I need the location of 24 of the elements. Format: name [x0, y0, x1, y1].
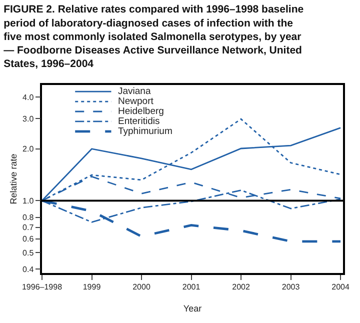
legend-label: Heidelberg	[118, 106, 164, 117]
legend-label: Typhimurium	[118, 126, 172, 137]
y-axis-title: Relative rate	[8, 154, 18, 204]
x-tick-label: 2000	[132, 282, 151, 292]
y-tick-label: 3.0	[22, 114, 34, 124]
y-tick-label: 0.5	[22, 248, 34, 258]
legend-label: Newport	[118, 96, 154, 107]
y-tick-label: 4.0	[22, 92, 34, 102]
x-axis-title: Year	[183, 304, 202, 314]
x-tick-label: 2002	[232, 282, 250, 292]
x-tick-label: 2003	[282, 282, 300, 292]
legend-label: Enteritidis	[118, 116, 160, 127]
y-tick-label: 0.8	[22, 213, 34, 222]
chart-title: FIGURE 2. Relative rates compared with 1996–1998 baseline period of laboratory-diagnosed cases of infection with the five most commonly isolated Salmonella serotypes, by year — Foodborne Diseases Active Surveillance Network, United States, 1996–2004	[4, 4, 304, 70]
y-tick-label: 2.0	[22, 144, 34, 154]
legend-label: Javiana	[118, 86, 152, 97]
x-tick-label: 1999	[82, 282, 102, 292]
x-tick-label: 1996–1998	[22, 282, 63, 292]
y-tick-label: 0.6	[22, 234, 34, 244]
y-tick-label: 0.7	[22, 223, 34, 232]
x-tick-label: 2001	[182, 282, 201, 292]
x-tick-label: 2004	[332, 282, 350, 292]
y-tick-label: 0.4	[22, 264, 34, 274]
y-tick-label: 1.0	[22, 196, 34, 206]
